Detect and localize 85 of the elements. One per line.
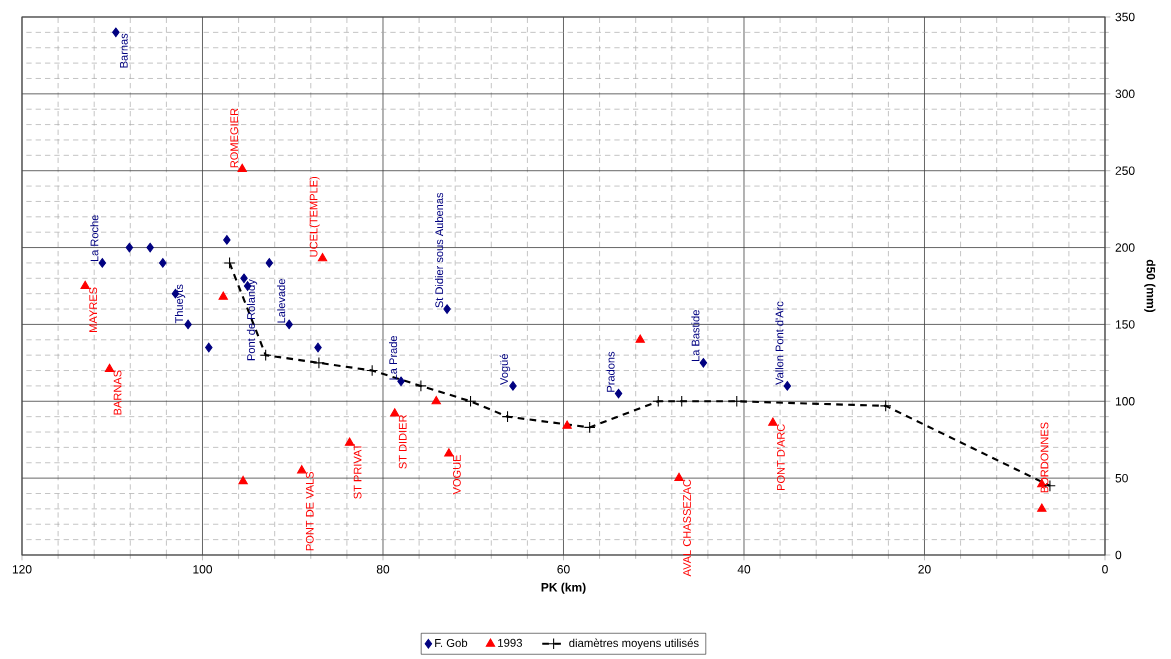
point [240,273,248,284]
point [583,421,596,434]
annotation: PONT DE VALS [305,471,314,551]
y-tick-label: 250 [1115,166,1135,175]
point [159,258,167,268]
point [509,381,517,391]
point [205,342,213,353]
point [444,448,454,457]
point [674,472,684,482]
point [265,258,274,268]
x-tick-label: 120 [12,565,32,574]
x-tick-label: 60 [557,565,570,574]
annotation: Thueyts [174,284,186,324]
annotation: MAYRES [89,287,98,332]
annotation: BARNAS [113,370,122,415]
point [314,342,322,353]
x-tick-label: 80 [376,565,390,574]
point [879,400,892,412]
annotation: PONT D'ARC [776,424,785,491]
point [112,27,120,38]
point [223,257,236,269]
point [344,437,355,446]
point [783,381,792,391]
annotation: Vallon Pont d'Arc [775,301,784,385]
annotation: ROMEGIER [230,108,239,168]
point [652,395,665,408]
annotation: Lalevade [277,279,286,323]
x-tick-label: 20 [918,565,931,574]
y-tick-label: 200 [1115,243,1135,252]
point [415,380,427,392]
annotation: ST PRIVAT [353,443,362,499]
annotation: La Roche [90,215,99,262]
point [675,395,688,408]
y-tick-label: 50 [1115,473,1128,483]
annotation: Pradons [606,351,615,392]
point [104,363,115,372]
point [223,235,231,245]
point [80,280,90,289]
y-tick-label: 0 [1115,550,1122,560]
annotation: VOGUE [452,454,461,495]
point [237,163,247,173]
point [730,395,743,408]
point [443,304,451,314]
point [635,334,645,343]
point [259,349,272,362]
point [125,242,134,253]
y-tick-label: 150 [1115,320,1135,329]
point [699,358,708,368]
x-tick-label: 0 [1102,565,1108,574]
annotation: Vogüé [499,354,511,385]
legend-label: F. Gob [435,638,468,647]
point [390,408,400,417]
annotation: St Didier sous Aubenas [435,192,444,308]
point [464,395,477,408]
annotation: AVAL CHASSEZAC [683,479,691,577]
point [313,356,325,369]
point [238,475,248,485]
annotation: UCEL(TEMPLE) [309,176,320,257]
point [562,420,572,429]
annotation: BORDONNES [1040,422,1049,493]
point [366,364,379,377]
legend-label: diamètres moyens utilisés [569,638,699,650]
annotation: La Bastide [691,310,700,362]
x-tick-label: 40 [737,565,751,574]
point [501,410,514,423]
point [218,291,228,300]
point [1037,503,1047,512]
annotation: ST DIDIER [398,415,407,469]
point [146,242,154,253]
point [431,395,441,405]
y-axis-title: d50 (mm) [1144,259,1156,313]
y-tick-label: 300 [1115,89,1135,99]
point [297,465,307,474]
x-tick-label: 100 [193,565,213,574]
legend-label: 1993 [498,638,523,647]
annotation: Barnas [120,33,128,68]
x-axis-title: PK (km) [541,582,586,594]
point [768,417,778,426]
point [98,258,107,268]
point [285,319,293,330]
point [614,388,623,399]
point [397,376,405,387]
y-tick-label: 100 [1115,397,1135,406]
annotation: La Prade [388,335,398,380]
y-tick-label: 350 [1115,12,1135,22]
